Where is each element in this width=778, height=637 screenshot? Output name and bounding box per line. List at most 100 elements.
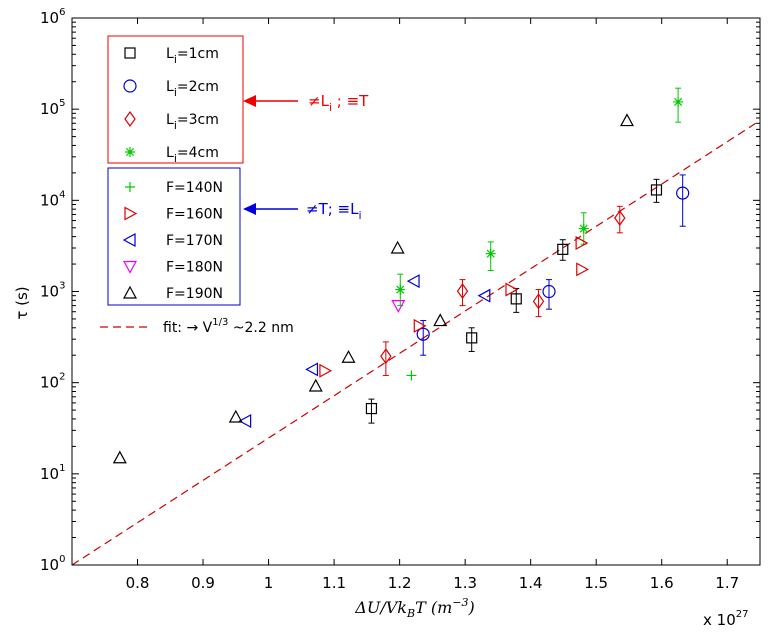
legend-marker xyxy=(124,110,136,128)
y-tick-label: 106 xyxy=(40,7,65,27)
legend-label: Li=1cm xyxy=(166,46,219,66)
data-point xyxy=(238,413,252,428)
annotations: ≠Li ; ≡T ≠T; ≡Li xyxy=(243,92,369,222)
legend-label: Li=2cm xyxy=(166,79,219,99)
data-point xyxy=(578,223,589,234)
data-point xyxy=(576,262,590,277)
data-point xyxy=(466,332,478,344)
legend-label: F=180N xyxy=(166,260,223,276)
annotation-text: ≠Li ; ≡T xyxy=(308,92,369,114)
x-tick-label: 1.6 xyxy=(650,574,674,592)
legend-item-F=170N: F=170N xyxy=(122,232,223,249)
data-point xyxy=(542,284,556,299)
legend-item-F=180N: F=180N xyxy=(122,260,223,276)
legend-label: F=160N xyxy=(166,207,223,223)
data-point xyxy=(532,293,545,310)
series-L_i=1cm xyxy=(365,178,663,424)
legend-item-L_i=1cm: Li=1cm xyxy=(124,46,219,66)
annotation-arrowhead xyxy=(243,95,256,107)
series-L_i=2cm xyxy=(416,174,690,356)
x-tick-label: 1.2 xyxy=(388,574,412,592)
data-point xyxy=(380,348,392,365)
legend-label: F=140N xyxy=(166,180,223,196)
x-tick-label: 1.4 xyxy=(519,574,543,592)
legend-marker xyxy=(125,182,135,192)
legend-item-F=190N: F=190N xyxy=(122,285,223,302)
series-L_i=3cm xyxy=(380,205,626,376)
data-point xyxy=(485,248,496,259)
data-point xyxy=(391,300,406,313)
y-tick-label: 102 xyxy=(40,372,65,392)
legend-marker xyxy=(124,206,138,221)
series-F=180N xyxy=(391,300,406,313)
x-tick-label: 0.9 xyxy=(191,574,215,592)
fit-line-layer xyxy=(71,120,761,566)
fit-line xyxy=(71,120,761,566)
data-point xyxy=(308,378,323,392)
legend-label: Li=4cm xyxy=(166,145,219,165)
data-point xyxy=(614,209,626,227)
data-point xyxy=(433,313,448,327)
y-tick-label: 100 xyxy=(40,554,65,574)
data-point xyxy=(619,113,634,127)
data-points-layer xyxy=(112,87,690,464)
data-point xyxy=(341,350,356,363)
series-F=160N xyxy=(319,236,590,378)
data-point xyxy=(416,327,430,341)
legend-item-L_i=3cm: Li=3cm xyxy=(124,110,219,132)
legend-marker xyxy=(122,232,136,248)
y-axis-ticks: 100 101 102 103 104 105 106 xyxy=(40,7,760,574)
data-point xyxy=(477,288,491,303)
legend-marker xyxy=(122,260,138,274)
legend-label: F=170N xyxy=(166,233,223,249)
annotation-F-group: ≠T; ≡Li xyxy=(243,200,362,222)
annotation-arrowhead xyxy=(243,203,256,215)
legend: Li=1cm Li=2cm Li=3cm Li=4cm F=140N F=160N F=17… xyxy=(100,35,294,336)
data-point xyxy=(676,186,690,200)
legend-label: fit: → V1/3 ~2.2 nm xyxy=(163,317,294,336)
data-point xyxy=(575,236,589,251)
series-F=140N xyxy=(406,370,417,381)
x-axis-ticks: 0.8 0.9 1 1.1 1.2 1.3 1.4 1.5 1.6 1.7 xyxy=(126,18,739,592)
legend-label: Li=3cm xyxy=(166,112,219,132)
data-point xyxy=(505,282,519,297)
legend-label: F=190N xyxy=(166,286,223,302)
x-axis-label: ΔU/VkBT (m−3) xyxy=(354,596,474,620)
legend-marker xyxy=(123,79,137,93)
data-point xyxy=(510,293,522,305)
legend-item-L_i=2cm: Li=2cm xyxy=(123,79,219,99)
data-point xyxy=(319,363,333,378)
data-point xyxy=(557,243,569,255)
data-point xyxy=(390,240,405,254)
y-tick-label: 103 xyxy=(40,281,65,301)
data-point xyxy=(650,184,663,196)
data-point xyxy=(413,318,427,333)
y-tick-label: 101 xyxy=(40,463,65,483)
data-point xyxy=(406,274,420,289)
series-F=170N xyxy=(238,274,491,428)
x-tick-label: 1.5 xyxy=(584,574,608,592)
y-tick-label: 104 xyxy=(40,189,65,209)
data-point xyxy=(406,370,417,381)
annotation-L-group: ≠Li ; ≡T xyxy=(243,92,369,114)
series-F=190N xyxy=(112,113,634,464)
x-tick-label: 1 xyxy=(264,574,274,592)
legend-marker xyxy=(124,47,136,59)
data-point xyxy=(228,409,243,423)
y-tick-label: 105 xyxy=(40,98,65,118)
x-axis-multiplier: x 1027 xyxy=(703,609,748,629)
series-L_i=4cm xyxy=(395,87,684,307)
legend-item-fit: fit: → V1/3 ~2.2 nm xyxy=(100,317,294,336)
x-tick-label: 1.1 xyxy=(322,574,346,592)
legend-marker xyxy=(125,147,135,157)
x-tick-label: 1.7 xyxy=(715,574,739,592)
legend-item-F=140N: F=140N xyxy=(125,180,223,196)
data-point xyxy=(673,96,684,107)
legend-item-L_i=4cm: Li=4cm xyxy=(125,145,219,165)
annotation-text: ≠T; ≡Li xyxy=(306,200,362,222)
data-point xyxy=(395,284,406,295)
x-tick-label: 1.3 xyxy=(453,574,477,592)
legend-box-L xyxy=(107,35,244,164)
y-axis-label: τ (s) xyxy=(13,286,31,319)
